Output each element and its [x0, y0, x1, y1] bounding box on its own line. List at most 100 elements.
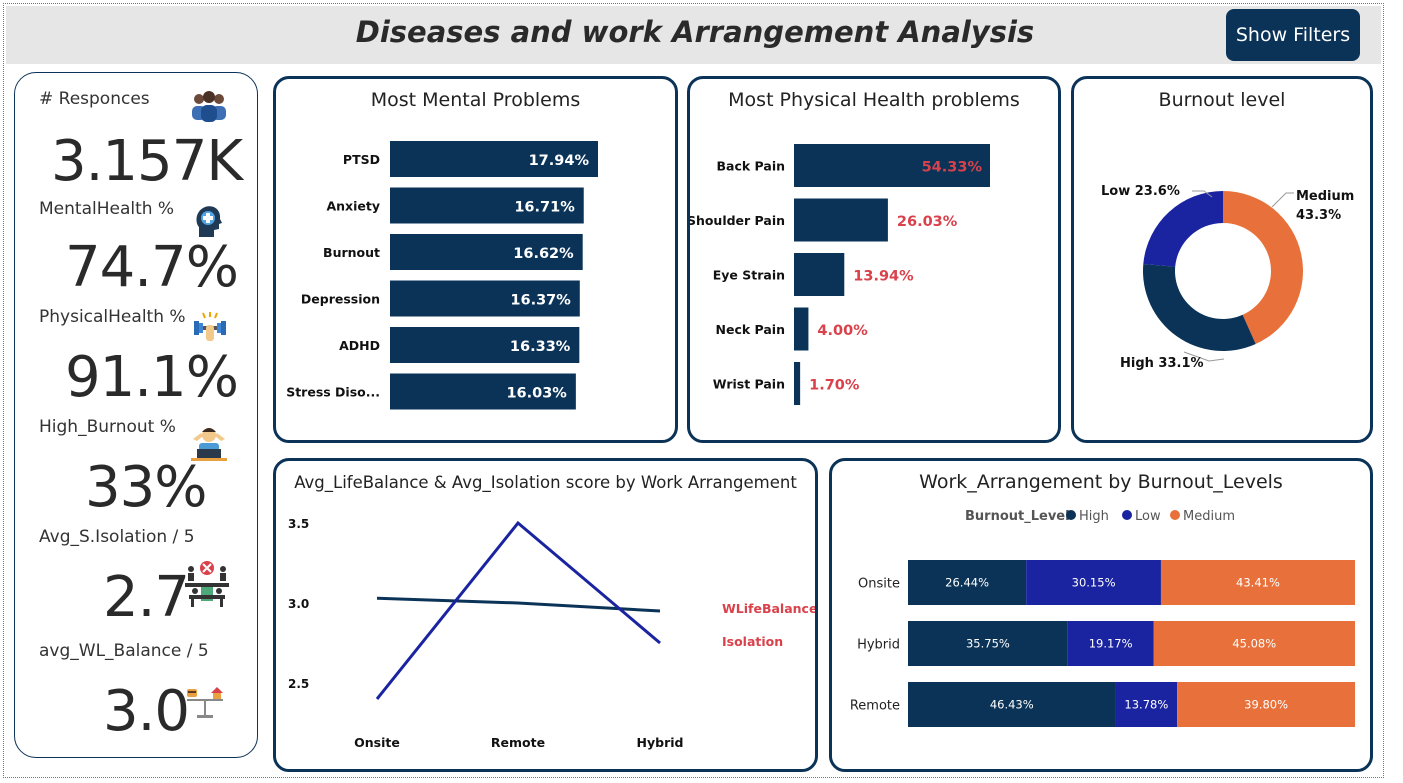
physical-problems-chart: Back Pain 54.33% Shoulder Pain 26.03% Eye St…	[690, 144, 990, 405]
stack-segment	[1160, 560, 1355, 605]
legend-label: Medium	[1183, 509, 1235, 524]
series-line	[376, 596, 661, 613]
kpi-value-responses: 3.157K	[51, 129, 243, 194]
segment-value-label: 30.15%	[1072, 576, 1116, 590]
mental-problems-panel: Most Mental Problems PTSD 17.94% Anxiety 16…	[273, 76, 678, 443]
segment-value-label: 39.80%	[1244, 698, 1288, 712]
mental-category-label: Stress Diso...	[286, 385, 380, 400]
kpi-label-wlbalance: avg_WL_Balance / 5	[39, 641, 209, 661]
segment-value-label: 26.44%	[945, 576, 989, 590]
donut-slice	[1223, 191, 1303, 345]
mental-bar	[390, 234, 583, 270]
stack-segment	[1067, 621, 1154, 666]
balance-isolation-title: Avg_LifeBalance & Avg_Isolation score by…	[294, 473, 797, 492]
physical-category-label: Shoulder Pain	[690, 213, 785, 228]
stack-segment	[1115, 682, 1178, 727]
mental-category-label: Burnout	[323, 245, 380, 260]
slice-label-name: Medium	[1296, 189, 1354, 204]
physical-category-label: Neck Pain	[716, 322, 785, 337]
stack-segment	[1177, 682, 1356, 727]
show-filters-button[interactable]: Show Filters	[1226, 9, 1360, 61]
mental-problems-chart: PTSD 17.94% Anxiety 16.71% Burnout 16.62% Depr…	[286, 141, 598, 410]
kpi-label-mental: MentalHealth %	[39, 199, 175, 219]
physical-category-label: Wrist Pain	[713, 377, 785, 392]
legend-label: Low	[1135, 509, 1161, 524]
stressed-worker-icon	[189, 425, 229, 465]
dumbbell-icon	[191, 311, 229, 347]
arrangement-burnout-chart: Burnout_Level High Low Medium Onsite 26.44% 30…	[850, 509, 1356, 727]
mental-category-label: PTSD	[343, 152, 380, 167]
kpi-label-physical: PhysicalHealth %	[39, 307, 186, 327]
physical-category-label: Back Pain	[717, 159, 785, 174]
physical-bar	[794, 307, 809, 351]
legend-title: Burnout_Level	[965, 509, 1070, 524]
kpi-value-wlbalance: 3.0	[103, 679, 190, 744]
physical-value-label: 4.00%	[817, 323, 868, 339]
kpi-value-physical: 91.1%	[65, 345, 239, 410]
donut-slice	[1143, 263, 1256, 351]
mental-bar	[390, 327, 580, 363]
stack-segment	[1026, 560, 1161, 605]
category-label: Remote	[850, 699, 900, 714]
slice-label: Low 23.6%	[1101, 184, 1180, 199]
y-tick-label: 2.5	[288, 677, 309, 691]
mental-problems-title: Most Mental Problems	[370, 89, 581, 111]
mental-bar	[390, 187, 584, 224]
stack-segment	[908, 621, 1068, 666]
physical-problems-title: Most Physical Health problems	[728, 89, 1020, 111]
arrangement-burnout-title: Work_Arrangement by Burnout_Levels	[919, 471, 1283, 493]
y-tick-label: 3.0	[288, 597, 309, 611]
physical-category-label: Eye Strain	[713, 268, 785, 283]
series-line	[375, 520, 661, 700]
stack-segment	[908, 560, 1027, 605]
arrangement-burnout-panel: Work_Arrangement by Burnout_Levels Burno…	[829, 458, 1373, 772]
slice-label: High 33.1%	[1120, 356, 1204, 371]
kpi-label-isolation: Avg_S.Isolation / 5	[39, 527, 195, 547]
legend-marker	[1122, 510, 1132, 520]
x-tick-label: Remote	[491, 735, 545, 750]
slice-label-value: 43.3%	[1296, 208, 1341, 223]
physical-value-label: 54.33%	[922, 160, 983, 176]
mental-value-label: 16.71%	[514, 200, 575, 216]
category-label: Onsite	[858, 577, 900, 592]
mental-value-label: 16.33%	[510, 339, 571, 355]
burnout-donut-chart: Medium 43.3% High 33.1% Low 23.6%	[1101, 184, 1354, 371]
mental-category-label: Depression	[301, 292, 380, 307]
mental-value-label: 16.62%	[513, 246, 574, 262]
mental-value-label: 16.37%	[510, 293, 571, 309]
y-tick-label: 3.5	[288, 517, 309, 531]
leader-line	[1192, 190, 1213, 198]
balance-isolation-panel: Avg_LifeBalance & Avg_Isolation score by…	[273, 458, 818, 772]
people-group-icon	[189, 89, 229, 127]
physical-problems-panel: Most Physical Health problems Back Pain 5…	[687, 76, 1061, 443]
kpi-value-burnout: 33%	[85, 455, 207, 520]
legend-marker	[1170, 510, 1180, 520]
physical-bar	[794, 144, 990, 187]
stack-segment	[908, 682, 1116, 727]
physical-bar	[794, 362, 801, 405]
donut-slice	[1143, 191, 1223, 267]
dashboard-frame	[3, 3, 1384, 778]
head-medical-icon	[193, 203, 223, 243]
physical-value-label: 26.03%	[897, 214, 958, 230]
segment-value-label: 43.41%	[1236, 576, 1280, 590]
kpi-value-isolation: 2.7	[103, 565, 190, 630]
segment-value-label: 13.78%	[1124, 698, 1168, 712]
balance-isolation-chart: 3.5 3.0 2.5 Onsite Remote Hybrid WLifeBalance I…	[288, 517, 815, 750]
mental-bar	[390, 280, 580, 317]
segment-value-label: 45.08%	[1232, 637, 1276, 651]
mental-value-label: 17.94%	[529, 153, 590, 169]
leader-line	[1183, 351, 1225, 362]
series-label: WLifeBalance	[722, 601, 815, 616]
x-tick-label: Hybrid	[637, 735, 684, 750]
segment-value-label: 19.17%	[1089, 637, 1133, 651]
segment-value-label: 46.43%	[990, 698, 1034, 712]
leader-line	[1271, 192, 1294, 208]
isolated-desk-icon	[183, 559, 231, 611]
mental-category-label: Anxiety	[326, 199, 380, 214]
physical-value-label: 13.94%	[853, 269, 914, 285]
kpi-label-burnout: High_Burnout %	[39, 417, 176, 437]
physical-value-label: 1.70%	[809, 378, 860, 394]
balance-scale-icon	[185, 683, 225, 727]
mental-value-label: 16.03%	[506, 386, 567, 402]
